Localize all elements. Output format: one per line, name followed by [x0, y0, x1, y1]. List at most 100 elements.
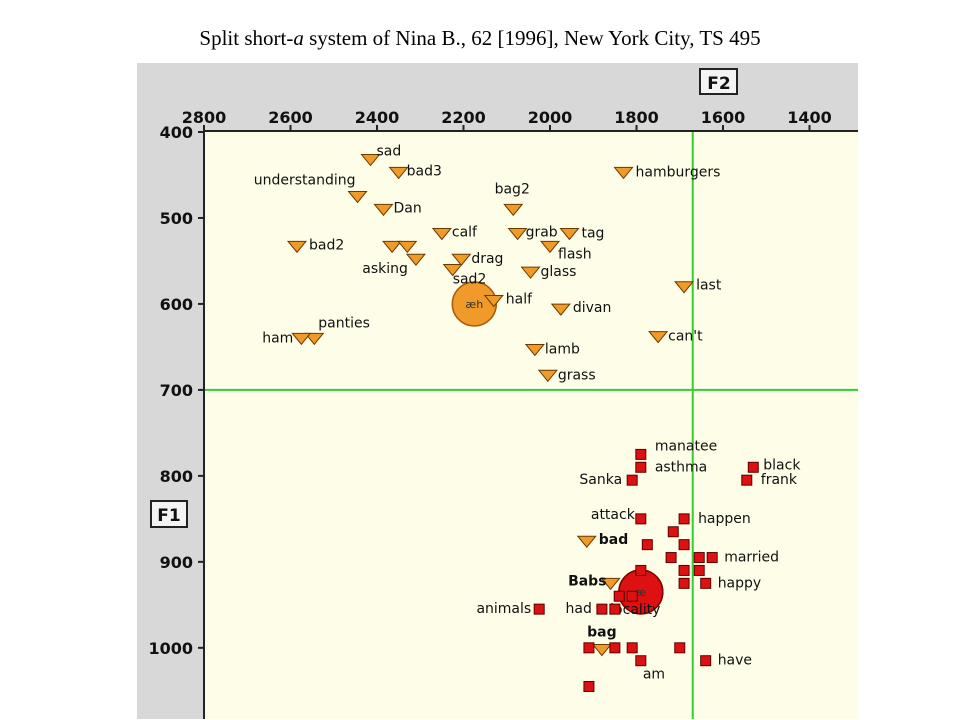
lax-point — [635, 448, 647, 460]
lax-point — [693, 552, 705, 564]
mean-label: æ — [635, 586, 646, 599]
point-label: sad2 — [453, 272, 487, 288]
tense-point — [648, 331, 669, 344]
point-label: panties — [318, 315, 370, 331]
lax-point — [583, 681, 595, 693]
tense-point — [520, 266, 541, 279]
point-label: ham — [262, 330, 293, 346]
lax-point — [667, 526, 679, 538]
tense-point — [451, 253, 472, 267]
lax-point — [706, 552, 718, 564]
y-tick-label: 700 — [160, 381, 193, 400]
y-tick-label: 500 — [160, 209, 193, 228]
tense-point — [600, 577, 621, 591]
tense-point — [431, 227, 452, 241]
point-label: happy — [718, 575, 762, 591]
tense-point — [537, 369, 558, 383]
x-tick-label: 2600 — [268, 108, 313, 127]
lax-point — [747, 461, 759, 473]
point-label: asthma — [655, 459, 707, 475]
point-label: drag — [471, 251, 503, 267]
tense-point — [483, 295, 504, 308]
point-label: am — [643, 667, 665, 683]
point-label: black — [763, 457, 801, 473]
lax-point — [609, 603, 621, 615]
lax-point — [583, 642, 595, 654]
f1-axis-title-box: F1 — [150, 500, 188, 528]
point-label: divan — [573, 300, 612, 316]
point-label: bag — [587, 625, 617, 641]
lax-point — [678, 564, 690, 576]
tense-point — [373, 203, 394, 217]
tense-point — [503, 203, 524, 217]
x-tick-label: 1600 — [701, 108, 746, 127]
lax-point — [641, 539, 653, 551]
point-label: sad — [377, 144, 402, 160]
f1-axis-title: F1 — [157, 506, 180, 526]
lax-point — [609, 642, 621, 654]
lax-point — [741, 474, 753, 486]
point-label: bag2 — [495, 181, 530, 197]
f1-box-frame — [150, 500, 188, 528]
x-tick-label: 2000 — [528, 108, 573, 127]
lax-point — [626, 474, 638, 486]
point-label: grass — [558, 367, 596, 383]
x-tick-label: 2400 — [355, 108, 400, 127]
point-label: married — [724, 550, 779, 566]
point-label: Dan — [393, 200, 421, 216]
point-label: tag — [581, 225, 604, 241]
title-after: system of Nina B., 62 [1996], New York C… — [303, 26, 761, 50]
tense-point — [382, 240, 403, 254]
lax-point — [635, 564, 647, 576]
lax-point — [665, 552, 677, 564]
tense-point — [405, 253, 426, 267]
point-label: bad3 — [407, 163, 442, 179]
point-label: bad2 — [309, 237, 344, 253]
point-label: calf — [452, 224, 478, 240]
point-label: locality — [610, 602, 660, 618]
tense-point — [550, 303, 571, 316]
lax-point — [674, 642, 686, 654]
tense-point — [576, 535, 597, 549]
lax-point — [626, 642, 638, 654]
point-label: asking — [362, 261, 408, 277]
f2-axis-title: F2 — [707, 74, 730, 94]
tense-point — [524, 344, 545, 357]
lax-point — [533, 603, 545, 615]
point-label: half — [506, 292, 533, 308]
lax-point — [678, 577, 690, 589]
point-label: lamb — [545, 342, 580, 358]
point-label: animals — [476, 601, 531, 617]
tense-point — [397, 240, 418, 254]
tense-point — [674, 281, 695, 294]
tense-point — [613, 166, 634, 180]
x-tick-label: 2800 — [182, 108, 227, 127]
lax-point — [693, 564, 705, 576]
point-label: hamburgers — [636, 164, 721, 180]
tense-point — [591, 644, 612, 657]
point-label: last — [696, 278, 722, 294]
lax-point — [626, 590, 638, 602]
marks-layer: æh æ sad bad3 understanding Dan bag2 hamburgers… — [254, 144, 801, 693]
point-label: bad — [599, 532, 629, 548]
title-italic: a — [293, 26, 304, 50]
title-before: Split short- — [199, 26, 294, 50]
point-label: had — [566, 601, 592, 617]
point-label: manatee — [655, 438, 717, 454]
lax-point — [596, 603, 608, 615]
plot-area — [204, 131, 858, 719]
point-label: Sanka — [579, 472, 622, 488]
point-label: glass — [541, 264, 577, 280]
y-tick-label: 1000 — [148, 639, 193, 658]
f2-box-frame — [699, 68, 738, 95]
lax-point — [678, 539, 690, 551]
lax-point — [635, 655, 647, 667]
lax-point — [635, 513, 647, 525]
slide-title: Split short-a system of Nina B., 62 [199… — [0, 26, 960, 51]
point-label: attack — [591, 507, 636, 523]
point-label: understanding — [254, 172, 356, 188]
tense-point — [304, 332, 325, 346]
lax-point — [613, 590, 625, 602]
point-label: can't — [668, 329, 703, 345]
tense-point — [286, 240, 308, 254]
